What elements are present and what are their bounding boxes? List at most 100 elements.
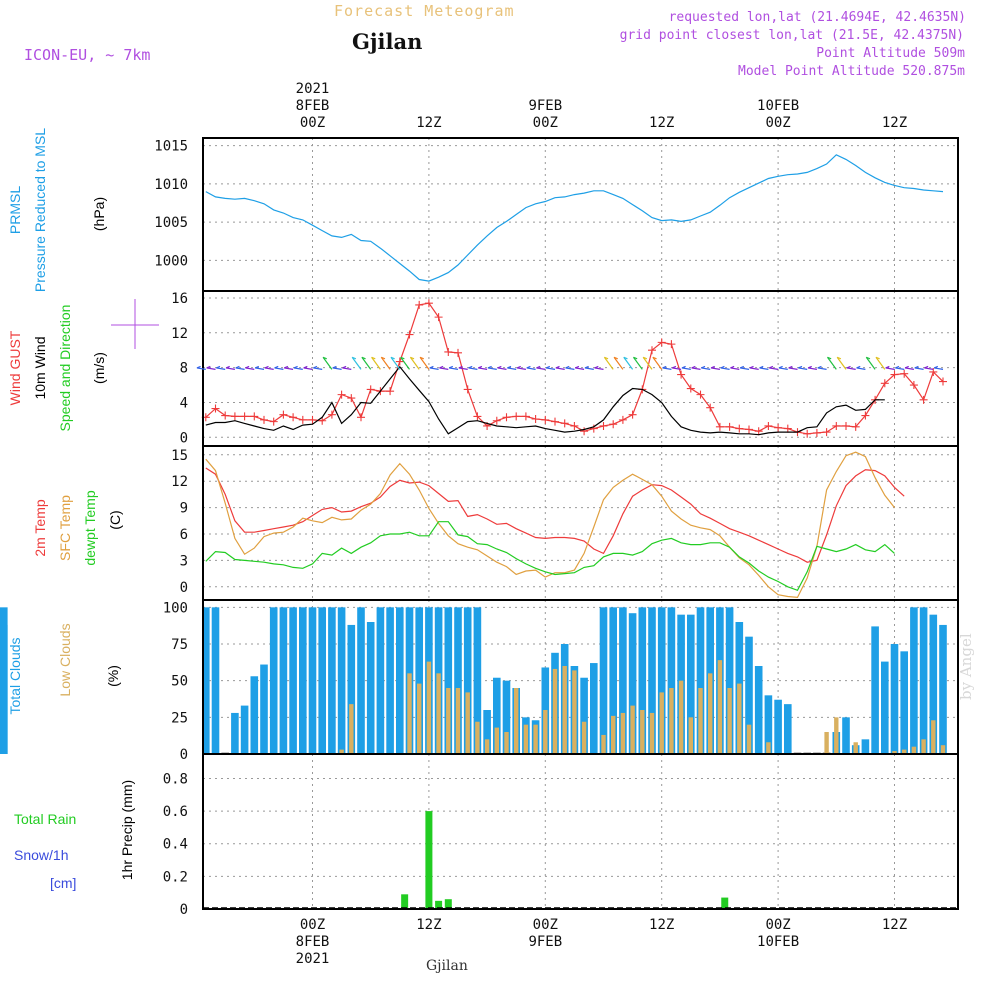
top-time-label: 00Z bbox=[765, 115, 790, 131]
low-cloud-bar bbox=[436, 673, 441, 754]
wind-arrow bbox=[846, 367, 856, 370]
total-cloud-bar bbox=[784, 704, 792, 754]
wind-arrow bbox=[749, 367, 759, 370]
wind-arrow bbox=[924, 367, 934, 370]
gust-marker bbox=[347, 394, 356, 403]
low-cloud-bar bbox=[834, 717, 839, 754]
wind-arrow bbox=[303, 367, 313, 370]
gust-marker bbox=[745, 425, 753, 434]
wind-arrow bbox=[206, 367, 216, 370]
wind-arrow bbox=[739, 365, 745, 369]
wind-arrow bbox=[749, 365, 754, 369]
wind-arrow bbox=[720, 367, 730, 370]
total-cloud-bar bbox=[939, 624, 947, 754]
bottom-time-label: 12Z bbox=[649, 917, 674, 933]
clouds-tick-label: 100 bbox=[163, 600, 188, 616]
wind-arrow bbox=[264, 365, 269, 369]
gust-marker bbox=[298, 415, 307, 424]
low-cloud-bar bbox=[931, 720, 936, 754]
gust-marker bbox=[677, 370, 686, 379]
low-cloud-bar bbox=[407, 673, 412, 754]
precip-tick-label: 0.6 bbox=[163, 804, 188, 820]
temperature-tick-label: 0 bbox=[180, 580, 188, 596]
gust-marker bbox=[444, 347, 453, 356]
low-cloud-bar bbox=[601, 734, 606, 754]
wind-arrow bbox=[778, 365, 783, 369]
low-cloud-bar bbox=[746, 724, 752, 754]
pressure-tick-label: 1000 bbox=[154, 253, 188, 269]
temperature-tick-label: 6 bbox=[180, 527, 188, 543]
low-cloud-bar bbox=[659, 692, 664, 754]
wind-arrow bbox=[380, 356, 391, 370]
total-cloud-bar bbox=[463, 607, 472, 754]
gust-marker bbox=[754, 427, 763, 436]
total-cloud-bar bbox=[842, 717, 850, 754]
total-cloud-bar bbox=[599, 607, 608, 754]
gust-marker bbox=[454, 348, 462, 357]
wind-arrow bbox=[419, 356, 424, 360]
total-cloud-bar bbox=[289, 607, 297, 754]
total-cloud-bar bbox=[774, 699, 782, 754]
bottom-time-label: 2021 bbox=[296, 951, 330, 967]
top-time-label: 8FEB bbox=[296, 98, 330, 114]
precip-panel: 0 0.2 0.4 0.6 0.8 bbox=[163, 753, 959, 918]
wind-arrow bbox=[662, 365, 667, 369]
gust-marker bbox=[230, 412, 239, 421]
gust-marker bbox=[832, 421, 841, 430]
temp-2m-label: 2m Temp bbox=[32, 499, 48, 557]
gust-marker bbox=[774, 423, 783, 432]
wind-arrow bbox=[914, 365, 919, 369]
wind-arrow bbox=[497, 367, 507, 370]
clouds-tick-label: 25 bbox=[171, 710, 188, 726]
total-cloud-bar bbox=[590, 663, 598, 754]
gust-marker bbox=[512, 412, 521, 421]
total-cloud-bar bbox=[444, 607, 453, 754]
low-cloud-bar bbox=[417, 683, 422, 754]
bottom-time-label: 8FEB bbox=[296, 934, 330, 950]
wind-arrow bbox=[245, 365, 250, 369]
total-cloud-bar bbox=[454, 607, 462, 754]
clouds-tick-label: 75 bbox=[171, 637, 188, 653]
gust-marker bbox=[609, 420, 618, 429]
low-cloud-bar bbox=[940, 745, 946, 754]
pressure-frame bbox=[202, 137, 959, 292]
wind-arrow bbox=[235, 367, 245, 370]
footer-city: Gjilan bbox=[426, 958, 468, 974]
gust-marker bbox=[337, 390, 346, 399]
temperature-frame bbox=[202, 445, 959, 601]
wind-arrow bbox=[904, 365, 909, 369]
wind-arrow bbox=[390, 356, 395, 360]
wind-arrow bbox=[720, 365, 725, 369]
wind-arrow bbox=[322, 356, 333, 370]
wind-arrow bbox=[778, 367, 788, 370]
gust-marker bbox=[434, 313, 443, 322]
gust-marker bbox=[919, 395, 928, 404]
gust-marker bbox=[502, 413, 511, 422]
pressure-reduced-label: Pressure Reduced to MSL bbox=[32, 128, 48, 292]
rain-bar bbox=[435, 900, 443, 909]
total-cloud-bar bbox=[745, 636, 753, 754]
temp-unit-label: (C) bbox=[107, 510, 123, 529]
top-time-label: 00Z bbox=[300, 115, 325, 131]
wind-arrow bbox=[895, 365, 900, 369]
low-cloud-bar bbox=[698, 688, 703, 754]
wind-arrow bbox=[642, 356, 648, 360]
gust-marker bbox=[560, 419, 569, 428]
gust-marker bbox=[308, 415, 317, 424]
gust-marker bbox=[599, 421, 608, 430]
total-cloud-bar bbox=[861, 739, 870, 754]
wind-arrow bbox=[575, 367, 585, 370]
wind-arrow bbox=[846, 365, 851, 369]
wind-arrow bbox=[603, 356, 614, 370]
low-cloud-bar bbox=[455, 688, 461, 754]
wind-arrow bbox=[371, 356, 376, 360]
wind-arrow bbox=[313, 367, 323, 370]
wind-arrow bbox=[584, 365, 589, 369]
low-cloud-bar bbox=[494, 727, 499, 754]
wind-arrow bbox=[293, 365, 298, 369]
wind-arrow-group bbox=[196, 356, 944, 370]
total-cloud-bar bbox=[337, 607, 346, 754]
total-cloud-bar bbox=[910, 607, 918, 754]
gust-marker bbox=[628, 410, 637, 419]
wind-arrow bbox=[759, 365, 764, 369]
